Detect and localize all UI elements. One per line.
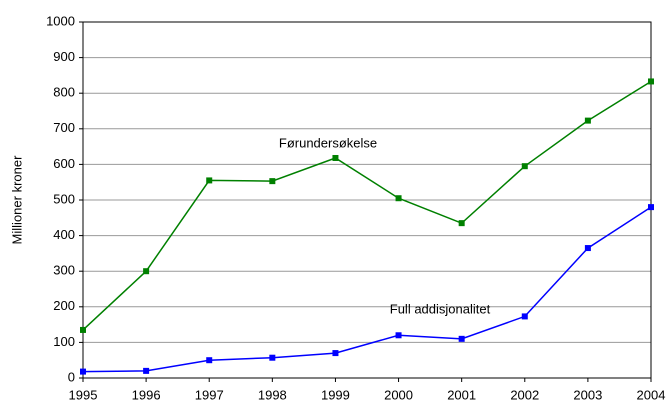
data-point xyxy=(332,350,339,357)
y-tick-label: 200 xyxy=(53,298,75,313)
y-tick-label: 1000 xyxy=(46,13,75,28)
y-tick-label: 500 xyxy=(53,191,75,206)
data-point xyxy=(143,367,150,374)
data-point xyxy=(648,78,654,85)
data-point xyxy=(206,177,213,184)
x-tick-label: 2002 xyxy=(510,387,539,402)
y-tick-label: 100 xyxy=(53,334,75,349)
data-point xyxy=(648,204,654,211)
y-axis-label: Millioner kroner xyxy=(9,155,24,245)
y-tick-label: 400 xyxy=(53,227,75,242)
data-point xyxy=(206,357,213,364)
data-point xyxy=(143,268,150,275)
data-point xyxy=(395,332,402,339)
data-point xyxy=(269,178,276,185)
data-point xyxy=(521,163,528,170)
series-label: Førundersøkelse xyxy=(279,135,377,150)
x-tick-label: 1996 xyxy=(132,387,161,402)
data-point xyxy=(395,195,402,202)
data-point xyxy=(458,220,465,227)
series-line xyxy=(82,80,652,331)
data-point xyxy=(332,154,339,161)
data-point xyxy=(80,368,86,375)
y-tick-label: 800 xyxy=(53,85,75,100)
data-point xyxy=(269,354,276,361)
plot-frame xyxy=(82,21,652,379)
x-tick-label: 2001 xyxy=(447,387,476,402)
data-point xyxy=(584,117,591,124)
y-tick-label: 0 xyxy=(68,369,75,384)
data-point xyxy=(80,326,86,333)
data-point xyxy=(458,335,465,342)
series-line xyxy=(82,206,652,373)
x-tick-label: 2000 xyxy=(384,387,413,402)
y-tick-label: 900 xyxy=(53,49,75,64)
x-tick-label: 1995 xyxy=(69,387,98,402)
y-tick-label: 700 xyxy=(53,120,75,135)
series-label: Full addisjonalitet xyxy=(390,301,491,316)
x-tick-label: 2004 xyxy=(637,387,666,402)
x-tick-label: 1999 xyxy=(321,387,350,402)
x-tick-label: 2003 xyxy=(573,387,602,402)
x-tick-label: 1997 xyxy=(195,387,224,402)
data-point xyxy=(584,245,591,252)
data-point xyxy=(521,313,528,320)
x-tick-label: 1998 xyxy=(258,387,287,402)
y-tick-label: 300 xyxy=(53,263,75,278)
y-tick-label: 600 xyxy=(53,156,75,171)
